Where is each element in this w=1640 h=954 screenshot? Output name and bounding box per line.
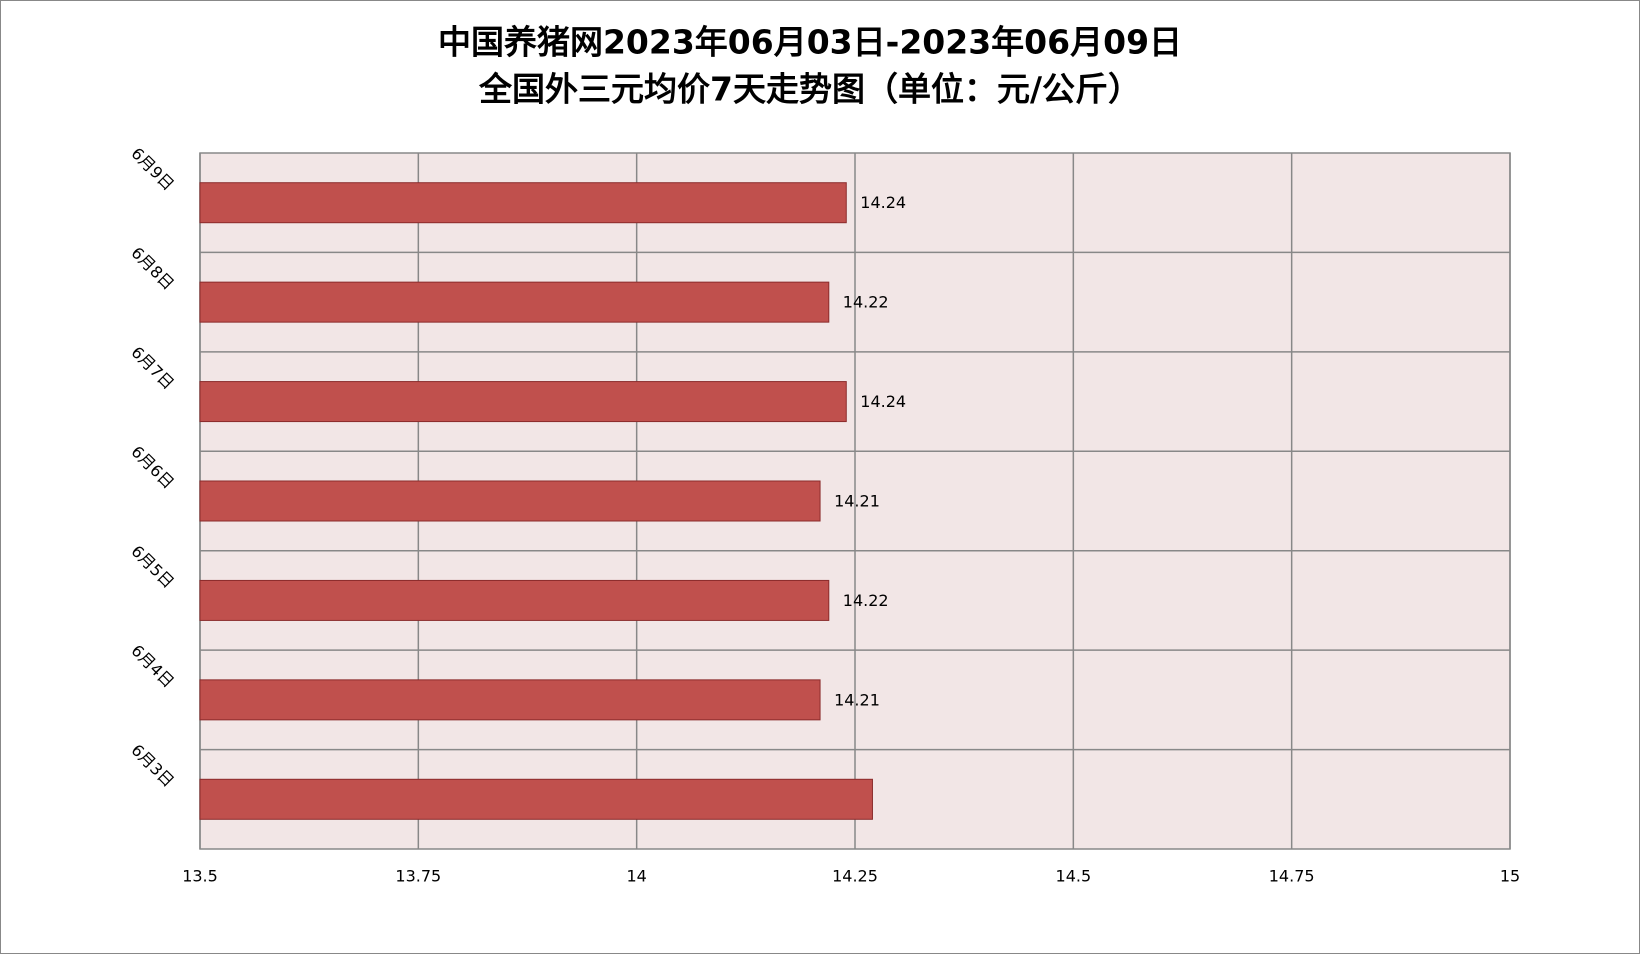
value-label: 14.22 — [843, 293, 889, 312]
value-label: 14.24 — [860, 392, 906, 411]
bar — [199, 679, 821, 721]
x-tick-label: 14 — [626, 867, 646, 886]
x-tick-label: 14.25 — [832, 867, 878, 886]
x-tick-label: 14.5 — [1056, 867, 1092, 886]
x-tick-label: 13.5 — [182, 867, 218, 886]
chart-title: 全国外三元均价7天走势图（单位：元/公斤） — [478, 70, 1141, 109]
x-tick-label: 13.75 — [395, 867, 441, 886]
value-label: 14.22 — [843, 591, 889, 610]
value-label: 14.21 — [834, 690, 880, 709]
chart-title: 中国养猪网2023年06月03日-2023年06月09日 — [438, 23, 1182, 62]
bar — [199, 281, 830, 323]
bar — [199, 778, 873, 820]
bar — [199, 480, 821, 522]
value-label: 14.24 — [860, 193, 906, 212]
bar — [199, 579, 830, 621]
x-tick-label: 15 — [1500, 867, 1520, 886]
bar — [199, 381, 847, 423]
bar — [199, 182, 847, 224]
value-label: 14.21 — [834, 492, 880, 511]
x-tick-label: 14.75 — [1269, 867, 1315, 886]
